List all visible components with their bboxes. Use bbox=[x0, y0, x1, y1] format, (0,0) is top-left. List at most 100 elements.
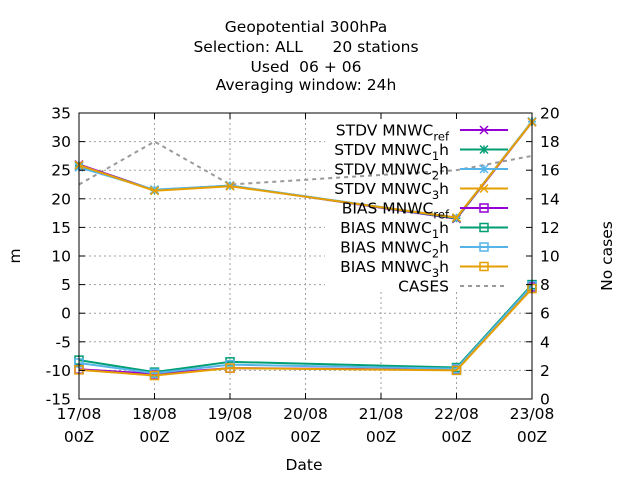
legend-label-name: STDV MNWC bbox=[334, 161, 432, 179]
legend-label-name: BIAS MNWC bbox=[340, 239, 432, 257]
data-point bbox=[451, 365, 462, 376]
y-tick-label: 0 bbox=[61, 305, 71, 323]
y-tick-label: 35 bbox=[51, 105, 71, 123]
x-tick-label-date: 22/08 bbox=[434, 405, 479, 423]
title-line-1: Geopotential 300hPa bbox=[225, 18, 387, 36]
y-axis-label: m bbox=[6, 248, 24, 263]
grid bbox=[79, 113, 532, 399]
legend-label: STDV MNWC3h bbox=[334, 180, 449, 202]
x-axis: 17/08 00Z 18/08 00Z 19/08 00Z 20/08 00Z 21/08 00Z… bbox=[57, 113, 555, 446]
y2-tick-label: 0 bbox=[540, 391, 550, 409]
series-8 bbox=[78, 140, 533, 186]
data-point bbox=[479, 125, 489, 135]
data-point bbox=[479, 164, 489, 174]
legend-label-subscript: 3 bbox=[432, 266, 439, 280]
y2-axis: 0 2 4 6 8 10 12 14 16 18 20 bbox=[526, 105, 560, 409]
y-tick-label: -5 bbox=[56, 333, 71, 351]
legend-label-suffix: h bbox=[439, 219, 449, 237]
legend-item: STDV MNWC1h bbox=[334, 141, 508, 163]
y2-tick-label: 12 bbox=[540, 219, 560, 237]
legend-label-suffix: h bbox=[439, 239, 449, 257]
x-tick-label-date: 21/08 bbox=[359, 405, 404, 423]
y2-tick-label: 10 bbox=[540, 248, 560, 266]
legend-label-subscript: 3 bbox=[432, 188, 439, 202]
marker-stroke bbox=[149, 186, 160, 196]
y2-tick-label: 16 bbox=[540, 162, 560, 180]
legend-label-subscript: 2 bbox=[432, 169, 439, 183]
legend-label-name: STDV MNWC bbox=[336, 122, 434, 140]
legend-label: BIAS MNWC3h bbox=[340, 258, 449, 280]
y2-axis-label: No cases bbox=[598, 221, 616, 291]
y-tick-label: -15 bbox=[46, 391, 71, 409]
legend-label-name: STDV MNWC bbox=[334, 141, 432, 159]
legend-label-suffix: h bbox=[439, 141, 449, 159]
x-tick-label-hour: 00Z bbox=[441, 428, 471, 446]
data-point bbox=[451, 213, 462, 223]
marker-stroke bbox=[451, 213, 462, 223]
marker-stroke bbox=[225, 181, 235, 191]
legend-label-name: BIAS MNWC bbox=[340, 258, 432, 276]
x-tick-label-hour: 00Z bbox=[290, 428, 320, 446]
legend-item: BIAS MNWC1h bbox=[340, 219, 508, 241]
data-point bbox=[479, 242, 489, 252]
legend-label-suffix: h bbox=[439, 180, 449, 198]
y2-tick-label: 8 bbox=[540, 276, 550, 294]
y-tick-label: 5 bbox=[61, 276, 71, 294]
legend-label-name: CASES bbox=[398, 278, 449, 296]
legend-label-subscript: ref bbox=[433, 208, 450, 222]
x-tick-label-hour: 00Z bbox=[215, 428, 245, 446]
legend-label: STDV MNWCref bbox=[336, 122, 450, 144]
data-point bbox=[479, 222, 489, 233]
y2-tick-label: 14 bbox=[540, 190, 560, 208]
data-point bbox=[479, 261, 489, 272]
x-tick-label-date: 23/08 bbox=[510, 405, 555, 423]
y-tick-label: 30 bbox=[51, 133, 71, 151]
legend-label: BIAS MNWCref bbox=[342, 200, 450, 222]
title-line-4: Averaging window: 24h bbox=[216, 76, 397, 94]
y2-tick-label: 6 bbox=[540, 305, 550, 323]
legend-label: BIAS MNWC1h bbox=[340, 219, 449, 241]
y2-tick-label: 2 bbox=[540, 362, 550, 380]
chart-title: Geopotential 300hPa Selection: ALL 20 st… bbox=[193, 18, 418, 94]
y2-tick-label: 18 bbox=[540, 133, 560, 151]
marker-stroke bbox=[479, 183, 489, 194]
legend-label-subscript: ref bbox=[433, 130, 450, 144]
data-point bbox=[149, 186, 160, 196]
legend-item: STDV MNWC3h bbox=[334, 180, 508, 202]
legend-label-subscript: 1 bbox=[432, 227, 439, 241]
data-point bbox=[225, 181, 235, 191]
legend-label-subscript: 1 bbox=[432, 149, 439, 163]
x-tick-label-hour: 00Z bbox=[366, 428, 396, 446]
y2-tick-label: 20 bbox=[540, 105, 560, 123]
legend-item: CASES bbox=[398, 278, 508, 296]
y-tick-label: 15 bbox=[51, 219, 71, 237]
legend-label: STDV MNWC1h bbox=[334, 141, 449, 163]
data-point bbox=[479, 203, 489, 213]
x-tick-label-date: 19/08 bbox=[208, 405, 253, 423]
legend-item: STDV MNWCref bbox=[336, 122, 508, 144]
x-tick-label-hour: 00Z bbox=[517, 428, 547, 446]
y-axis: -15 -10 -5 0 5 10 15 20 25 30 35 bbox=[46, 105, 85, 409]
legend-label-subscript: 2 bbox=[432, 247, 439, 261]
y-tick-label: 10 bbox=[51, 248, 71, 266]
title-line-2: Selection: ALL 20 stations bbox=[193, 38, 418, 56]
legend-label: BIAS MNWC2h bbox=[340, 239, 449, 261]
legend-item: BIAS MNWC3h bbox=[340, 258, 508, 280]
data-point bbox=[225, 363, 235, 373]
y2-tick-label: 4 bbox=[540, 333, 550, 351]
data-point bbox=[479, 183, 489, 194]
legend-label-name: BIAS MNWC bbox=[342, 200, 434, 218]
series-line bbox=[78, 140, 533, 186]
legend-label-suffix: h bbox=[439, 161, 449, 179]
series-line bbox=[78, 287, 533, 377]
x-tick-label-hour: 00Z bbox=[64, 428, 94, 446]
legend-label-suffix: h bbox=[439, 258, 449, 276]
legend-item: BIAS MNWC2h bbox=[340, 239, 508, 261]
legend-item: STDV MNWC2h bbox=[334, 161, 508, 183]
y-tick-label: 20 bbox=[51, 190, 71, 208]
legend-label: CASES bbox=[398, 278, 449, 296]
x-tick-label-date: 18/08 bbox=[132, 405, 177, 423]
legend-item: BIAS MNWCref bbox=[342, 200, 508, 222]
legend-label-name: STDV MNWC bbox=[334, 180, 432, 198]
